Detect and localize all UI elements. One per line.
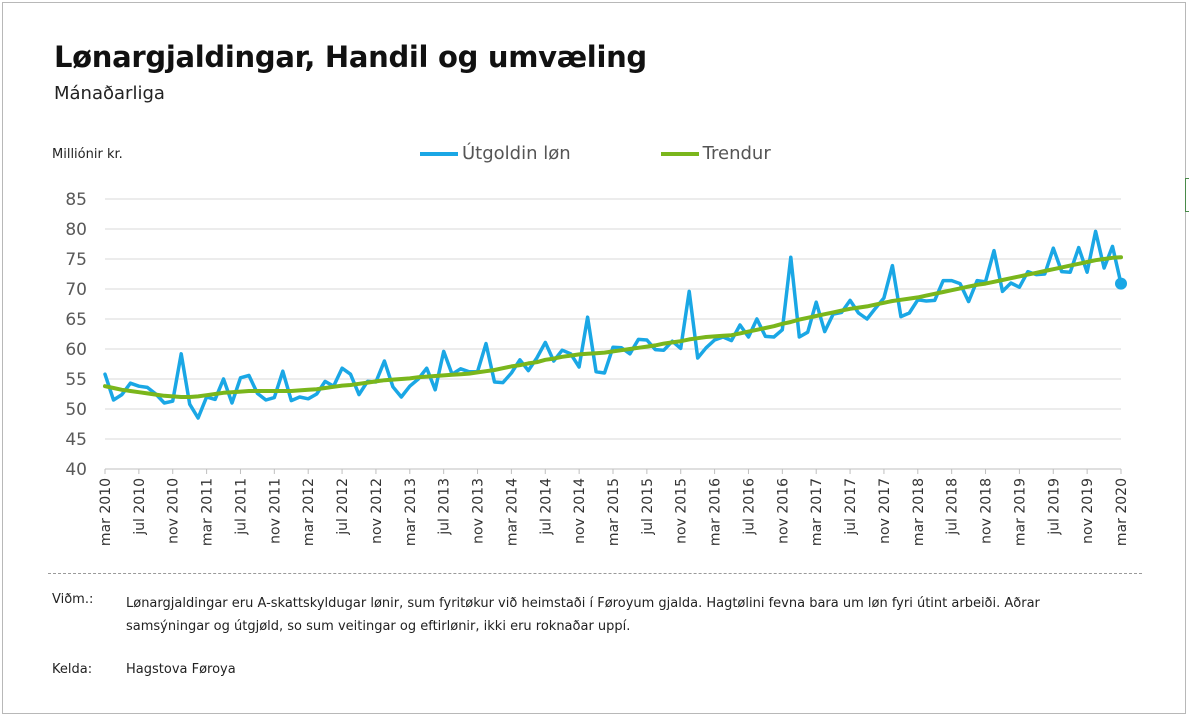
y-tick-label: 80 (65, 220, 87, 240)
y-tick-label: 70 (65, 280, 87, 300)
x-tick-label: mar 2017 (809, 478, 825, 546)
y-tick-label: 45 (65, 430, 87, 450)
x-tick-label: nov 2012 (369, 478, 385, 544)
x-tick-label: nov 2016 (775, 478, 791, 544)
x-tick-label: mar 2018 (911, 478, 927, 546)
x-tick-label: nov 2013 (471, 478, 487, 544)
y-tick-label: 50 (65, 400, 87, 420)
y-tick-label: 65 (65, 310, 87, 330)
x-tick-label: jul 2016 (741, 478, 757, 536)
series-line-wages (103, 229, 1123, 420)
y-tick-label: 60 (65, 340, 87, 360)
x-tick-label: nov 2010 (166, 478, 182, 544)
legend-item-wages: Útgoldin løn (420, 143, 571, 164)
x-tick-label: mar 2012 (301, 478, 317, 546)
legend-swatch-trend (660, 151, 699, 156)
x-tick-label: jul 2018 (945, 478, 961, 536)
x-tick-label: jul 2014 (538, 478, 554, 536)
x-tick-label: jul 2015 (640, 478, 656, 536)
y-tick-label: 85 (65, 190, 87, 210)
x-tick-label: jul 2019 (1046, 478, 1062, 536)
y-axis-unit-label: Milliónir kr. (52, 147, 123, 162)
x-tick-label: nov 2017 (877, 478, 893, 544)
x-tick-label: mar 2014 (504, 478, 520, 546)
source-label: Kelda: (52, 662, 93, 677)
x-tick-label: jul 2011 (233, 478, 249, 536)
x-tick-label: mar 2020 (1114, 478, 1130, 546)
x-tick-label: jul 2010 (132, 478, 148, 536)
note-label: Viðm.: (52, 592, 94, 607)
x-tick-label: nov 2019 (1080, 478, 1096, 544)
x-tick-label: nov 2011 (267, 478, 283, 544)
chart-subtitle: Mánaðarliga (54, 83, 165, 104)
note-text: Lønargjaldingar eru A-skattskyldugar løn… (126, 596, 1040, 634)
x-tick-label: mar 2010 (98, 478, 114, 546)
x-tick-label: mar 2015 (606, 478, 622, 546)
series-line-trend (103, 255, 1123, 399)
x-tick-label: mar 2019 (1012, 478, 1028, 546)
x-tick-label: mar 2013 (403, 478, 419, 546)
x-tick-label: nov 2014 (572, 478, 588, 544)
legend-label-trend: Trendur (702, 143, 771, 164)
y-tick-label: 75 (65, 250, 87, 270)
x-tick-label: jul 2013 (437, 478, 453, 536)
legend-label-wages: Útgoldin løn (462, 143, 571, 164)
legend-swatch-wages (420, 151, 458, 156)
x-tick-label: nov 2015 (674, 478, 690, 544)
x-tick-label: mar 2011 (200, 478, 216, 546)
legend-item-trend: Trendur (660, 143, 771, 164)
x-tick-label: mar 2016 (708, 478, 724, 546)
y-tick-label: 40 (65, 460, 87, 480)
x-tick-label: jul 2017 (843, 478, 859, 536)
y-tick-label: 55 (65, 370, 87, 390)
edge-marker (1185, 178, 1189, 212)
source-text: Hagstova Føroya (126, 662, 236, 677)
chart-title: Lønargjaldingar, Handil og umvæling (54, 40, 647, 74)
x-tick-label: jul 2012 (335, 478, 351, 536)
x-tick-label: nov 2018 (979, 478, 995, 544)
last-value-marker (1115, 277, 1127, 290)
legend: Útgoldin løn Trendur (420, 143, 861, 164)
footer-divider (48, 573, 1142, 574)
